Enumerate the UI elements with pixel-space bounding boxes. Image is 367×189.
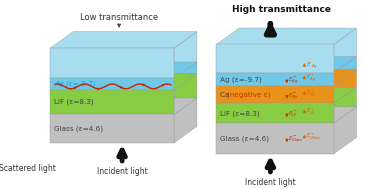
- Bar: [217, 123, 334, 154]
- Text: Scattered light: Scattered light: [0, 164, 56, 173]
- Polygon shape: [334, 70, 356, 104]
- Polygon shape: [217, 87, 356, 104]
- Bar: [217, 44, 334, 73]
- Polygon shape: [334, 28, 356, 73]
- Polygon shape: [217, 107, 356, 123]
- Polygon shape: [174, 32, 197, 78]
- Polygon shape: [50, 73, 197, 90]
- Text: Incident light: Incident light: [245, 178, 296, 187]
- Polygon shape: [334, 87, 356, 123]
- Polygon shape: [50, 62, 197, 78]
- Text: $E^+_{Me}$: $E^+_{Me}$: [306, 88, 317, 99]
- Text: $E^-_{Me}$: $E^-_{Me}$: [288, 91, 299, 101]
- Bar: [50, 78, 174, 90]
- Text: $E'_{Ag}$: $E'_{Ag}$: [306, 60, 318, 71]
- Text: $E^-_{Glass}$: $E^-_{Glass}$: [288, 135, 304, 144]
- Text: $E^-_{LF}$: $E^-_{LF}$: [288, 110, 298, 119]
- Text: $E^+_{LF}$: $E^+_{LF}$: [306, 107, 316, 117]
- Bar: [217, 104, 334, 123]
- Bar: [50, 48, 174, 78]
- Text: High transmittance: High transmittance: [232, 5, 331, 14]
- Polygon shape: [334, 57, 356, 86]
- Text: Incident light: Incident light: [97, 167, 148, 177]
- Text: LiF (ε=8.3): LiF (ε=8.3): [54, 99, 94, 105]
- Bar: [217, 73, 334, 86]
- Polygon shape: [217, 28, 356, 44]
- Text: $E^+_{Glass}$: $E^+_{Glass}$: [306, 132, 321, 143]
- Bar: [50, 114, 174, 143]
- Text: Ca: Ca: [220, 92, 231, 98]
- Text: LiF (ε=8.3): LiF (ε=8.3): [220, 110, 259, 117]
- Polygon shape: [174, 98, 197, 143]
- Polygon shape: [174, 73, 197, 114]
- Text: (negative ε): (negative ε): [227, 91, 270, 98]
- Text: Low transmittance: Low transmittance: [80, 13, 158, 22]
- Bar: [217, 86, 334, 104]
- Text: Glass (ε=4.6): Glass (ε=4.6): [220, 135, 269, 142]
- Text: Ag (ε=-9.7): Ag (ε=-9.7): [220, 76, 261, 83]
- Text: Glass (ε=4.6): Glass (ε=4.6): [54, 125, 103, 132]
- Polygon shape: [50, 98, 197, 114]
- Text: $E^+_{Ag}$: $E^+_{Ag}$: [306, 72, 316, 84]
- Text: $E^-_{Ag}$: $E^-_{Ag}$: [288, 75, 298, 86]
- Polygon shape: [174, 62, 197, 90]
- Bar: [50, 90, 174, 114]
- Polygon shape: [334, 107, 356, 154]
- Text: Ag (ε=-9.7): Ag (ε=-9.7): [54, 81, 96, 87]
- Polygon shape: [50, 32, 197, 48]
- Polygon shape: [217, 70, 356, 86]
- Polygon shape: [217, 57, 356, 73]
